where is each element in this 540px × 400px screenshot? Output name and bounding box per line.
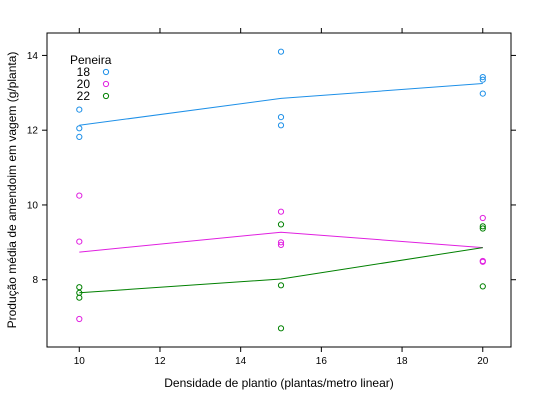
series-lines: [79, 83, 483, 294]
legend-label-18: 18: [77, 65, 91, 79]
data-point-18: [277, 48, 285, 55]
data-point-22: [479, 223, 486, 230]
plot-frame: [46, 32, 512, 348]
legend-marker-18: [102, 68, 110, 76]
legend-marker-20: [102, 80, 110, 88]
data-point-18: [76, 125, 83, 132]
data-point-18: [277, 122, 285, 129]
x-tick-label: 16: [316, 356, 328, 367]
data-point-22: [277, 282, 285, 289]
series-points: [76, 48, 486, 332]
data-point-20: [76, 315, 83, 323]
data-point-20: [76, 238, 83, 245]
data-point-20: [277, 239, 285, 246]
data-point-22: [277, 325, 285, 332]
y-tick-label: 14: [27, 51, 39, 62]
data-point-18: [479, 90, 486, 97]
x-tick-label: 14: [235, 356, 247, 367]
data-point-22: [479, 283, 486, 290]
x-tick-label: 18: [396, 356, 408, 367]
x-tick-label: 20: [477, 356, 489, 367]
data-point-20: [479, 258, 486, 265]
data-point-20: [277, 208, 285, 215]
series-line-20: [79, 231, 483, 253]
legend-marker-22: [102, 92, 110, 100]
legend-label-20: 20: [77, 77, 91, 91]
data-point-22: [76, 294, 83, 301]
series-line-22: [79, 247, 483, 294]
y-tick-label: 12: [27, 126, 39, 137]
data-point-18: [479, 76, 486, 83]
y-tick-label: 8: [32, 275, 38, 286]
data-point-22: [76, 284, 83, 291]
data-point-22: [479, 225, 486, 232]
series-line-18: [79, 83, 483, 126]
x-tick-label: 10: [74, 356, 86, 367]
y-tick-label: 10: [27, 200, 39, 211]
y-axis-title: Produção média de amendoim em vagem (g/p…: [5, 52, 19, 329]
data-point-18: [277, 114, 285, 121]
data-point-18: [76, 133, 83, 140]
data-point-18: [76, 106, 83, 113]
legend-title: Peneira: [70, 53, 112, 67]
data-point-20: [479, 214, 486, 222]
legend-label-22: 22: [77, 89, 91, 103]
data-point-18: [479, 74, 486, 81]
data-point-20: [76, 192, 83, 199]
x-tick-label: 12: [154, 356, 166, 367]
x-axis-title: Densidade de plantio (plantas/metro line…: [164, 376, 393, 390]
data-point-20: [277, 241, 285, 248]
data-point-22: [277, 221, 285, 228]
